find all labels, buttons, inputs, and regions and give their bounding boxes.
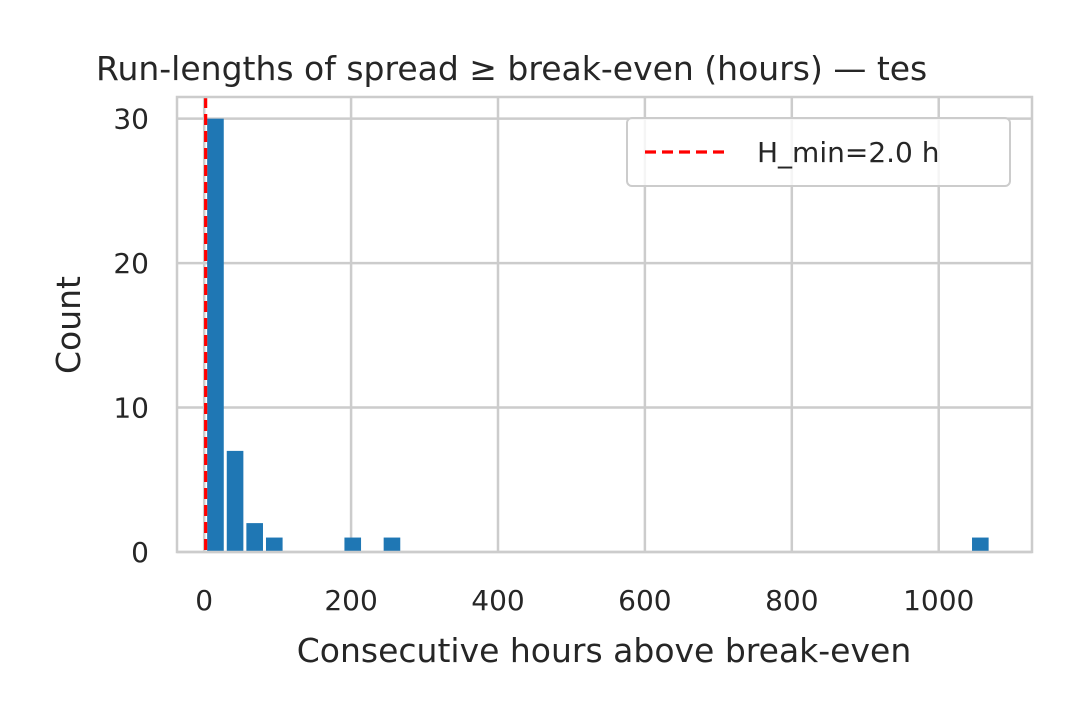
x-tick-label: 0 xyxy=(195,584,213,617)
legend-label: H_min=2.0 h xyxy=(757,136,940,169)
histogram-bar xyxy=(207,118,224,553)
x-tick-label: 800 xyxy=(765,584,818,617)
histogram-bar xyxy=(383,537,401,552)
x-tick-labels: 0 200 400 600 800 1000 xyxy=(195,584,974,617)
y-axis-label: Count xyxy=(49,276,88,374)
y-tick-label: 20 xyxy=(113,247,149,280)
x-tick-label: 400 xyxy=(471,584,524,617)
y-tick-label: 0 xyxy=(131,536,149,569)
legend: H_min=2.0 h xyxy=(626,117,1011,187)
x-tick-label: 1000 xyxy=(903,584,974,617)
y-tick-labels: 0 10 20 30 xyxy=(113,103,149,569)
x-tick-label: 600 xyxy=(618,584,671,617)
legend-box xyxy=(626,117,1011,187)
histogram-bars xyxy=(207,118,989,553)
histogram-bar xyxy=(344,537,362,552)
histogram-bar xyxy=(246,523,263,552)
x-axis-label: Consecutive hours above break-even xyxy=(297,631,911,670)
y-tick-label: 10 xyxy=(113,392,149,425)
histogram-bar xyxy=(265,537,283,552)
x-tick-label: 200 xyxy=(324,584,377,617)
chart-title: Run-lengths of spread ≥ break-even (hour… xyxy=(96,49,927,88)
histogram-bar xyxy=(972,537,989,552)
y-tick-label: 30 xyxy=(113,103,149,136)
histogram-bar xyxy=(226,450,244,552)
plot-frame xyxy=(175,95,1034,554)
